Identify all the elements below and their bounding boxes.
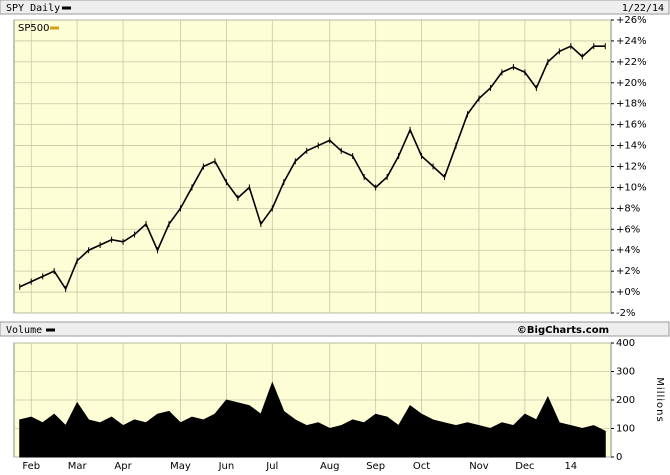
x-tick-label: Nov bbox=[469, 461, 489, 472]
y-tick-label: +14% bbox=[616, 141, 647, 152]
y-tick-label: 300 bbox=[616, 367, 635, 378]
y-tick-label: +12% bbox=[616, 162, 647, 173]
y-tick-label: +18% bbox=[616, 99, 647, 110]
y-tick-label: +16% bbox=[616, 120, 647, 131]
y-tick-label: 100 bbox=[616, 424, 635, 435]
x-tick-label: Oct bbox=[413, 461, 430, 472]
x-tick-label: Jun bbox=[218, 461, 235, 472]
y-tick-label: +6% bbox=[616, 224, 640, 235]
y-tick-label: 0 bbox=[616, 452, 622, 463]
x-tick-label: Aug bbox=[320, 461, 340, 472]
price-header: SPY Daily 1/22/14 bbox=[0, 0, 670, 15]
y-tick-label: 400 bbox=[616, 338, 635, 349]
x-tick-label: 14 bbox=[564, 461, 577, 472]
chart-title: SPY Daily bbox=[6, 3, 60, 14]
y-tick-label: +10% bbox=[616, 182, 647, 193]
y-tick-label: +0% bbox=[616, 287, 640, 298]
x-tick-label: Feb bbox=[22, 461, 40, 472]
header-bar bbox=[0, 0, 670, 15]
annotation: SP500 bbox=[18, 23, 49, 34]
y-tick-label: +24% bbox=[616, 36, 647, 47]
x-tick-label: Sep bbox=[366, 461, 385, 472]
y-tick-label: -2% bbox=[616, 308, 635, 319]
x-tick-label: Dec bbox=[515, 461, 534, 472]
volume-area bbox=[19, 381, 606, 458]
y-axis-label: Millions bbox=[654, 377, 665, 422]
price-line bbox=[19, 45, 606, 291]
x-tick-label: Apr bbox=[114, 461, 132, 472]
credit: ©BigCharts.com bbox=[517, 325, 609, 336]
y-tick-label: +20% bbox=[616, 78, 647, 89]
y-tick-label: +2% bbox=[616, 266, 640, 277]
x-tick-label: Mar bbox=[68, 461, 88, 472]
x-tick-label: May bbox=[170, 461, 191, 472]
y-tick-label: +8% bbox=[616, 203, 640, 214]
volume-title: Volume bbox=[6, 325, 42, 336]
y-tick-label: +26% bbox=[616, 15, 647, 26]
chart-date: 1/22/14 bbox=[622, 3, 664, 14]
volume-header: Volume ©BigCharts.com bbox=[0, 321, 670, 337]
x-tick-label: Jul bbox=[265, 461, 278, 472]
y-tick-label: +4% bbox=[616, 245, 640, 256]
header-bar bbox=[0, 321, 670, 337]
y-tick-label: +22% bbox=[616, 57, 647, 68]
y-tick-label: 200 bbox=[616, 395, 635, 406]
